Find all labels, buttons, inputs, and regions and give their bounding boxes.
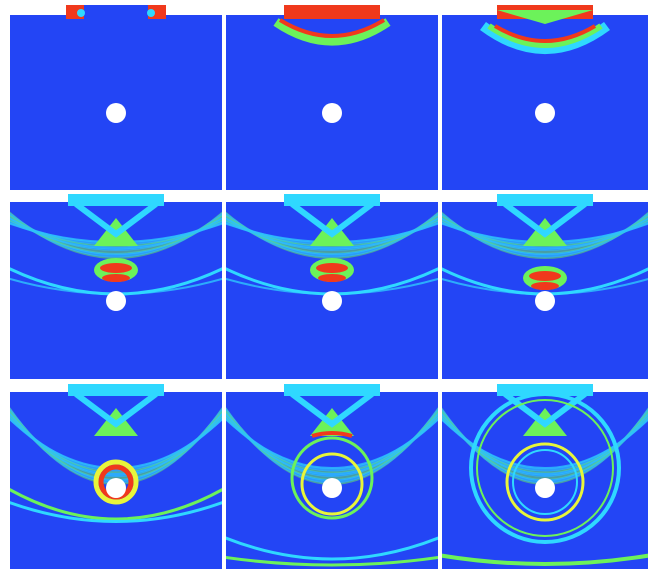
panel-field xyxy=(442,194,648,379)
hole xyxy=(322,103,342,123)
wavefront-red xyxy=(493,24,597,43)
panel-field xyxy=(10,194,222,379)
source-block xyxy=(284,194,380,206)
panel-r1c2 xyxy=(226,0,438,190)
domain-background xyxy=(10,15,222,190)
wave-bands xyxy=(226,406,438,485)
hole xyxy=(322,291,342,311)
focus-red-top xyxy=(529,271,561,281)
wave-bands xyxy=(10,211,222,259)
panel-field xyxy=(226,194,438,379)
panel-r3c2 xyxy=(226,384,438,569)
panel-r1c1 xyxy=(10,0,222,190)
ring-outer xyxy=(290,436,374,520)
source-block xyxy=(284,384,380,396)
focus-red-bottom xyxy=(318,274,346,282)
ring-yellow xyxy=(93,459,139,505)
panel-field xyxy=(226,5,438,190)
focus-red-top xyxy=(316,263,348,273)
wavefront xyxy=(273,18,391,46)
panel-field xyxy=(442,5,648,190)
source-block xyxy=(497,384,593,396)
panel-r2c3 xyxy=(442,194,648,379)
panel-field xyxy=(10,384,222,569)
panel-field xyxy=(442,384,648,569)
focus-red-bottom xyxy=(531,282,559,290)
panel-r2c2 xyxy=(226,194,438,379)
focus-red-top xyxy=(100,263,132,273)
hole xyxy=(106,291,126,311)
panel-r2c1 xyxy=(10,194,222,379)
ring-inner xyxy=(300,452,364,516)
ring-big xyxy=(469,392,621,544)
source-block xyxy=(68,5,164,15)
panel-field xyxy=(10,5,222,190)
source-block xyxy=(497,194,593,206)
panel-r3c1 xyxy=(10,384,222,569)
hole xyxy=(106,478,126,498)
panel-field xyxy=(226,384,438,569)
wake-triangle xyxy=(497,10,593,24)
source-block xyxy=(68,384,164,396)
focus-red-bottom xyxy=(102,274,130,282)
wave-bands xyxy=(226,211,438,259)
source-block xyxy=(68,194,164,206)
hole xyxy=(535,103,555,123)
panel-r3c3 xyxy=(442,384,648,569)
hole xyxy=(535,478,555,498)
hole xyxy=(535,291,555,311)
panel-r1c3 xyxy=(442,0,648,190)
hole xyxy=(322,478,342,498)
hole xyxy=(106,103,126,123)
wavefront-outer xyxy=(480,21,610,54)
source-block xyxy=(284,5,380,19)
ring-mid xyxy=(505,442,585,522)
